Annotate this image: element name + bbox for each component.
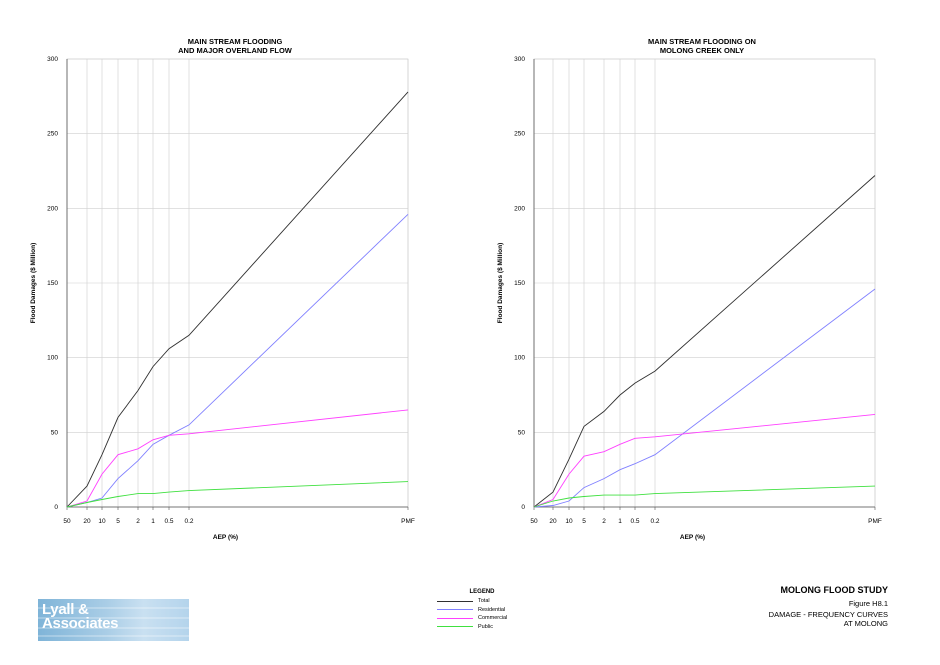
chart-1-y-axis-label: Flood Damages ($ Million) xyxy=(30,243,37,324)
chart-1-x-tick-label: 20 xyxy=(83,518,91,525)
chart-2-x-tick-label: 0.2 xyxy=(650,518,659,525)
chart-2-x-tick-label: PMF xyxy=(868,518,882,525)
chart-1-plot: 0 50 100 150 200 250 300 50 20 10 5 2 1 0.5 0.2 PMF AEP … xyxy=(30,56,415,541)
logo-text: Lyall & Associates xyxy=(42,601,119,632)
chart-2-series-public-line xyxy=(533,485,876,508)
chart-2-y-tick-label: 100 xyxy=(514,355,525,362)
chart-2-y-tick-label: 150 xyxy=(514,280,525,287)
legend-swatch-commercial xyxy=(437,617,473,619)
chart-1-x-axis-label: AEP (%) xyxy=(213,534,238,541)
legend-item-public: Public xyxy=(437,623,527,632)
chart-2-title: MAIN STREAM FLOODING ON MOLONG CREEK ONL… xyxy=(648,37,756,55)
chart-1-series-commercial-line xyxy=(66,409,409,508)
chart-1-x-tick-label: 10 xyxy=(98,518,106,525)
chart-1-x-tick-label: 2 xyxy=(136,518,140,525)
legend-swatch-residential xyxy=(437,609,473,611)
chart-1-x-tick-label: 5 xyxy=(116,518,120,525)
chart-2-y-tick-label: 250 xyxy=(514,131,525,138)
chart-2-y-tick-label: 50 xyxy=(518,429,526,436)
legend-title: LEGEND xyxy=(469,589,495,595)
chart-1-y-tick-label: 300 xyxy=(47,56,58,63)
figure-caption: DAMAGE - FREQUENCY CURVES AT MOLONG xyxy=(768,610,888,628)
chart-2-series-commercial-line xyxy=(533,413,876,508)
chart-2-x-tick-label: 0.5 xyxy=(630,518,639,525)
chart-1-series-residential-line xyxy=(66,213,409,508)
chart-1-series-public-line xyxy=(66,481,409,508)
chart-2-x-tick-label: 5 xyxy=(582,518,586,525)
chart-2-y-tick-label: 300 xyxy=(514,56,525,63)
figure-number: Figure H8.1 xyxy=(848,599,888,608)
chart-1-x-tick-label: 1 xyxy=(151,518,155,525)
chart-1-y-tick-label: 0 xyxy=(54,504,58,511)
legend-label-public: Public xyxy=(478,623,493,630)
chart-2-y-tick-label: 200 xyxy=(514,205,525,212)
chart-1-y-tick-label: 50 xyxy=(51,429,59,436)
chart-2-x-tick-label: 2 xyxy=(602,518,606,525)
legend-label-residential: Residential xyxy=(478,606,506,613)
chart-2-series-residential-line xyxy=(533,288,876,508)
chart-2-x-tick-label: 50 xyxy=(530,518,538,525)
chart-1-series-total-line xyxy=(66,91,409,508)
legend-item-commercial: Commercial xyxy=(437,614,527,623)
chart-1-y-tick-label: 150 xyxy=(47,280,58,287)
company-logo: Lyall & Associates xyxy=(38,599,189,641)
legend-item-residential: Residential xyxy=(437,606,527,615)
chart-2-x-tick-label: 10 xyxy=(565,518,573,525)
chart-1-y-tick-label: 250 xyxy=(47,131,58,138)
legend: LEGEND Total Residential Commercial Publ… xyxy=(437,589,527,631)
legend-swatch-public xyxy=(437,626,473,628)
chart-2-series-total-line xyxy=(533,175,876,508)
chart-1-y-tick-label: 200 xyxy=(47,205,58,212)
chart-1-title: MAIN STREAM FLOODING AND MAJOR OVERLAND … xyxy=(178,37,292,55)
chart-1-x-tick-label: 0.2 xyxy=(184,518,193,525)
legend-label-total: Total xyxy=(478,598,490,605)
legend-item-total: Total xyxy=(437,597,527,606)
legend-swatch-total xyxy=(437,600,473,602)
chart-2-x-axis-label: AEP (%) xyxy=(680,534,705,541)
chart-2-x-tick-label: 20 xyxy=(549,518,557,525)
legend-label-commercial: Commercial xyxy=(478,615,508,622)
chart-1-y-tick-label: 100 xyxy=(47,355,58,362)
study-title: MOLONG FLOOD STUDY xyxy=(780,585,889,595)
chart-2-plot: 0 50 100 150 200 250 300 50 20 10 5 2 1 0.5 0.2 PMF AEP … xyxy=(497,56,882,541)
chart-2-x-tick-label: 1 xyxy=(618,518,622,525)
chart-2-y-tick-label: 0 xyxy=(521,504,525,511)
chart-1-x-tick-label: 0.5 xyxy=(164,518,173,525)
chart-2-y-axis-label: Flood Damages ($ Million) xyxy=(497,243,504,324)
chart-1-x-tick-label: 50 xyxy=(63,518,71,525)
chart-1-x-tick-label: PMF xyxy=(401,518,415,525)
